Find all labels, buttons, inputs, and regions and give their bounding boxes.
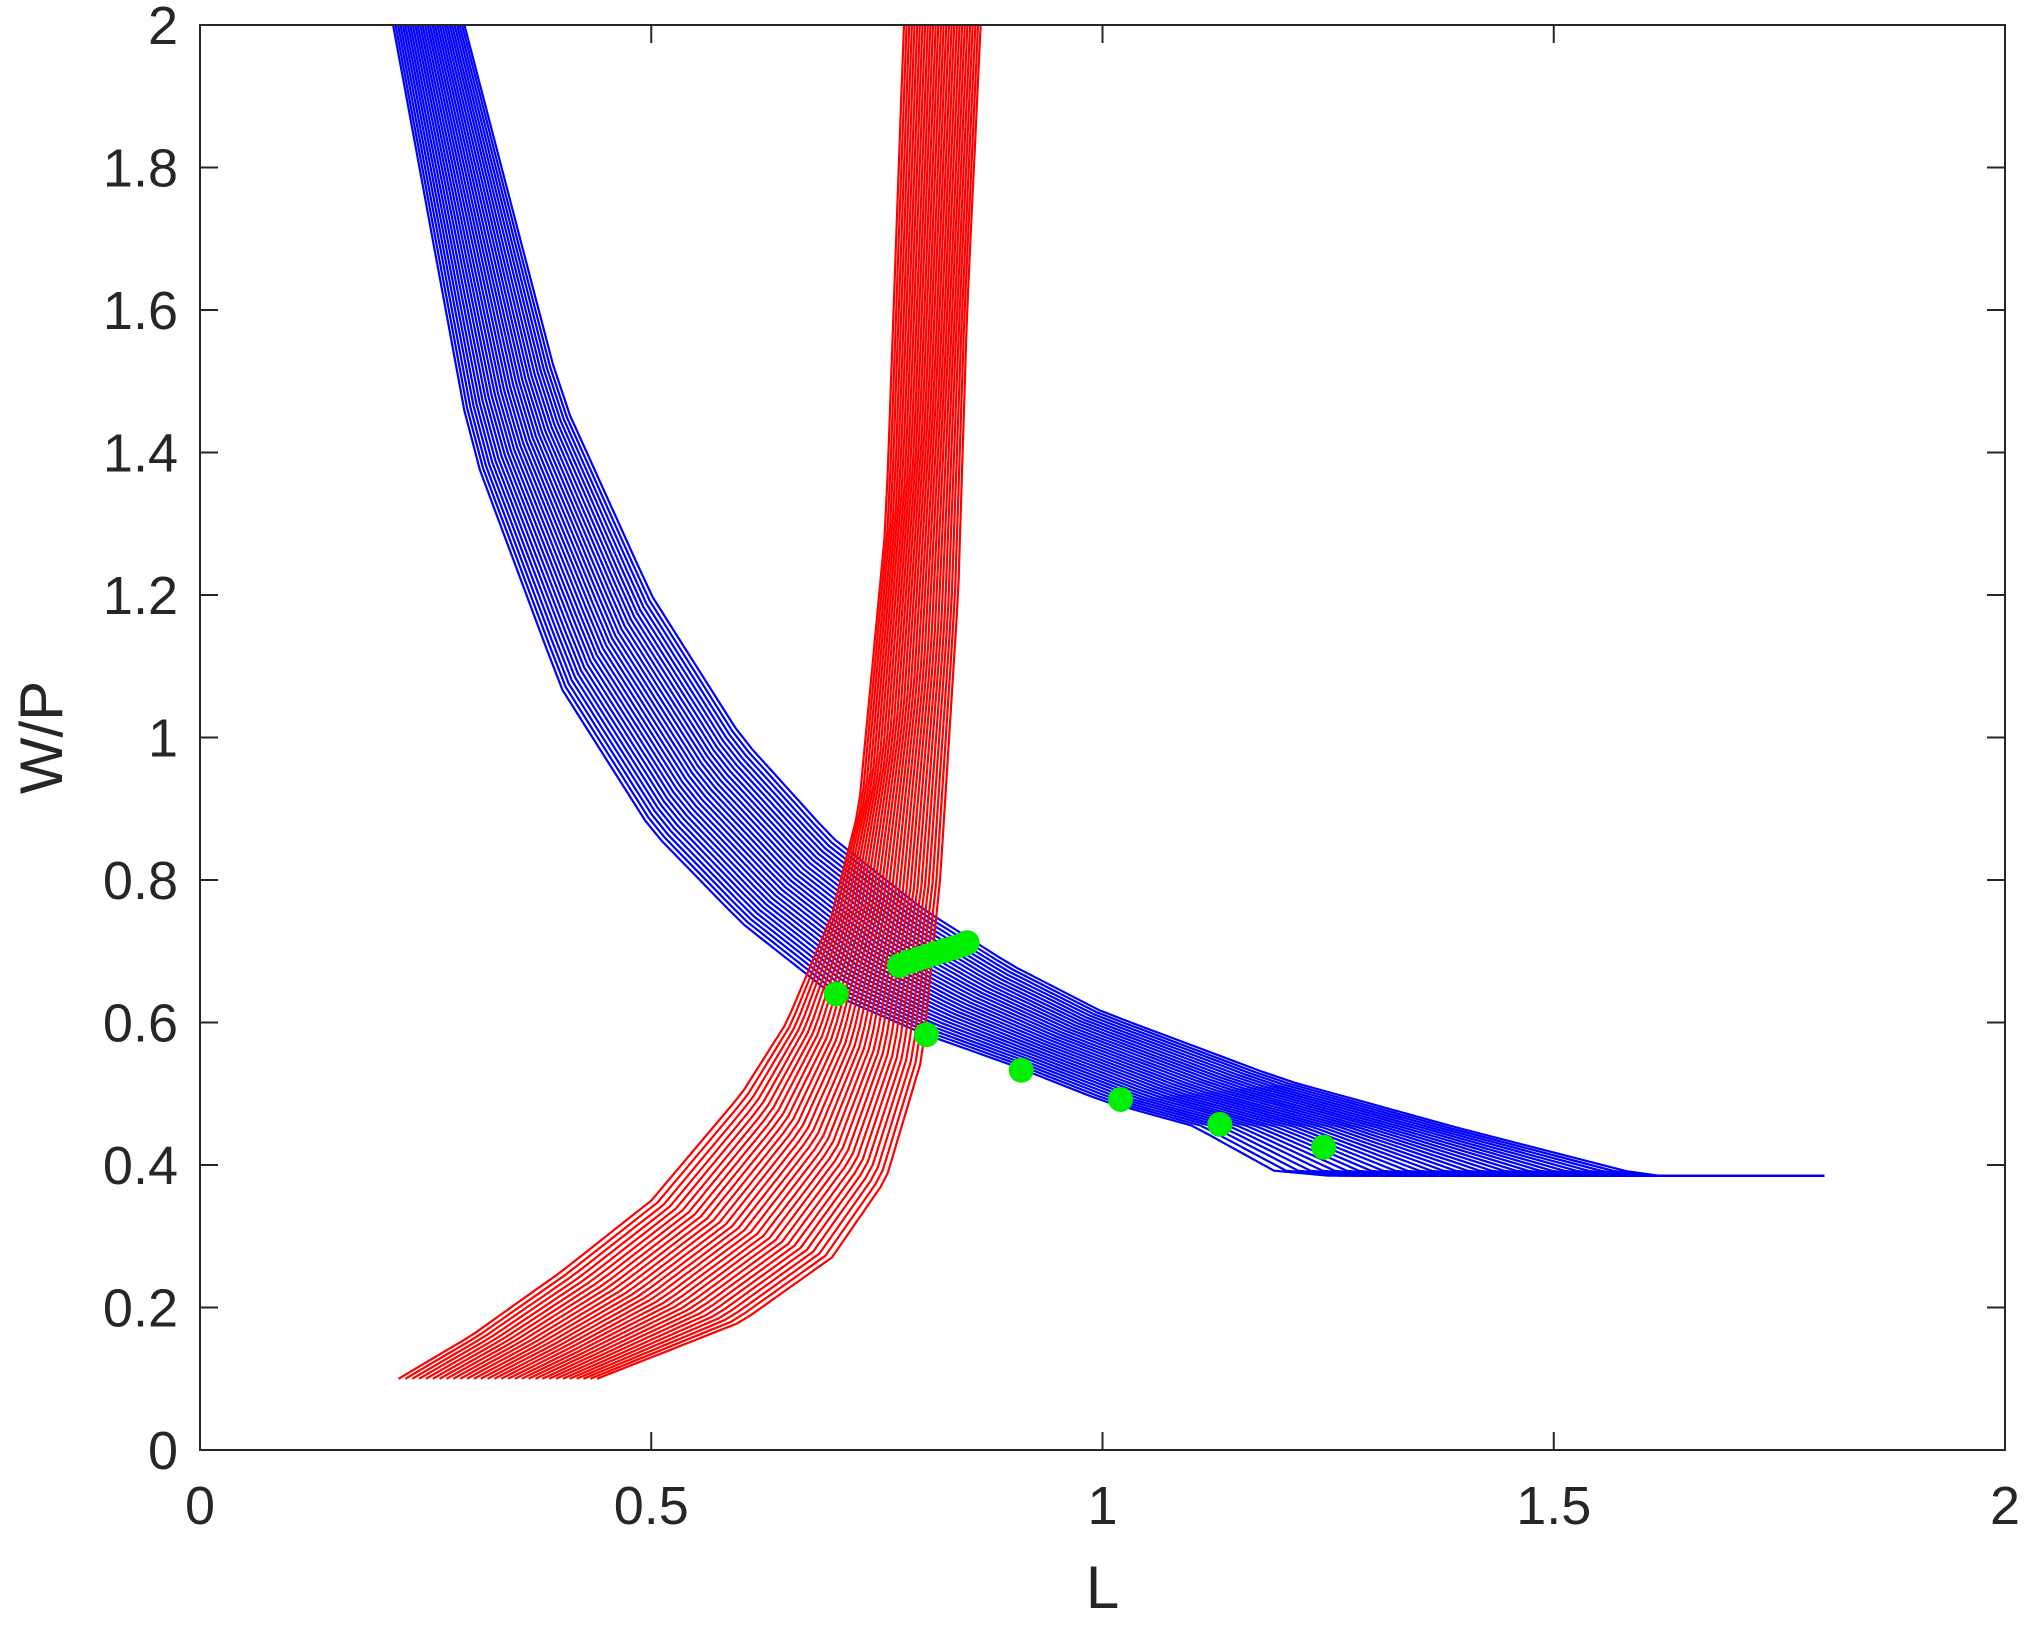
x-tick-label: 1.5 xyxy=(1516,1476,1591,1536)
supply-curve xyxy=(493,24,943,1380)
y-tick-label: 1.6 xyxy=(103,281,178,341)
y-tick-label: 0.8 xyxy=(103,851,178,911)
y-tick-label: 1.2 xyxy=(103,566,178,626)
supply-curve xyxy=(432,24,919,1380)
equilibrium-point xyxy=(1108,1086,1134,1112)
y-tick-label: 0.2 xyxy=(103,1279,178,1339)
x-axis-label: L xyxy=(1086,1554,1119,1621)
equilibrium-point xyxy=(1207,1111,1233,1137)
y-tick-label: 0 xyxy=(148,1421,178,1481)
supply-curve xyxy=(569,24,972,1380)
supply-curve xyxy=(535,24,958,1380)
demand-curve xyxy=(433,24,1825,1177)
y-tick-label: 2 xyxy=(148,0,178,56)
supply-curve xyxy=(582,24,977,1380)
y-tick-label: 1.4 xyxy=(103,424,178,484)
y-tick-label: 1 xyxy=(148,709,178,769)
supply-curve xyxy=(555,24,966,1380)
supply-curve xyxy=(500,24,945,1380)
supply-curve xyxy=(459,24,929,1380)
demand-curve xyxy=(401,24,1825,1177)
supply-curve xyxy=(487,24,940,1380)
equilibrium-point xyxy=(954,930,980,956)
supply-curve xyxy=(596,24,982,1380)
equilibrium-point xyxy=(1311,1134,1337,1160)
axis-ticks: 0 0.5 1 1.5 2 0 0.2 0.4 0.6 0.8 1 1.2 1.4 1.6 1.8 2 xyxy=(103,0,2020,1536)
supply-curve xyxy=(398,24,906,1380)
supply-curve xyxy=(576,24,974,1380)
supply-curve xyxy=(418,24,913,1380)
supply-curve xyxy=(548,24,964,1380)
equilibrium-points xyxy=(823,930,1337,1160)
supply-curve xyxy=(521,24,953,1380)
supply-curve xyxy=(589,24,980,1380)
y-tick-label: 1.8 xyxy=(103,139,178,199)
supply-curve xyxy=(466,24,932,1380)
x-tick-label: 0 xyxy=(185,1476,215,1536)
supply-curve xyxy=(528,24,956,1380)
equilibrium-point xyxy=(914,1022,940,1048)
supply-curve xyxy=(425,24,916,1380)
equilibrium-point xyxy=(1008,1057,1034,1083)
demand-curve xyxy=(414,24,1825,1177)
supply-curve xyxy=(404,24,908,1380)
supply-curve xyxy=(452,24,927,1380)
equilibrium-point xyxy=(823,981,849,1007)
supply-curve xyxy=(480,24,937,1380)
y-tick-label: 0.4 xyxy=(103,1136,178,1196)
y-tick-label: 0.6 xyxy=(103,994,178,1054)
supply-curve xyxy=(445,24,924,1380)
x-tick-label: 1 xyxy=(1087,1476,1117,1536)
y-axis-label: W/P xyxy=(8,681,75,794)
demand-curve xyxy=(406,24,1825,1177)
supply-curve xyxy=(562,24,969,1380)
x-tick-label: 0.5 xyxy=(614,1476,689,1536)
supply-curve xyxy=(514,24,950,1380)
demand-curve xyxy=(428,24,1825,1177)
supply-curve xyxy=(541,24,961,1380)
supply-curve xyxy=(507,24,948,1380)
supply-curve xyxy=(411,24,911,1380)
x-tick-label: 2 xyxy=(1990,1476,2020,1536)
supply-curve xyxy=(439,24,921,1380)
supply-curve xyxy=(473,24,935,1380)
demand-curve xyxy=(426,24,1825,1177)
